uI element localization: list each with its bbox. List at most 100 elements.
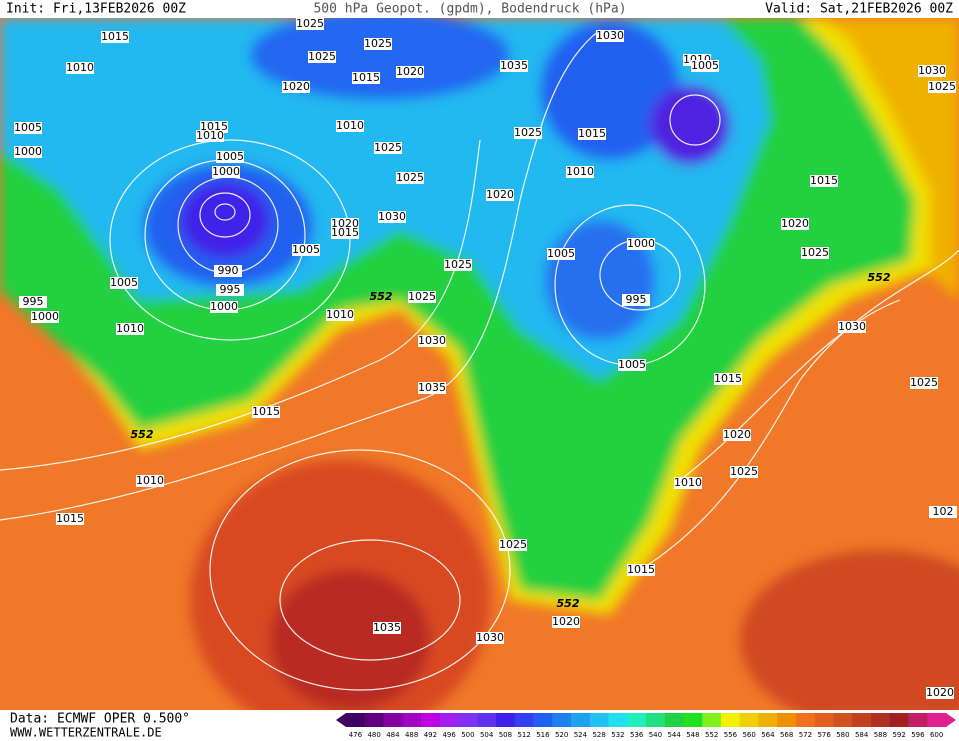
legend-swatch bbox=[364, 713, 384, 727]
isobar-label: 1025 bbox=[374, 141, 402, 154]
legend-label: 600 bbox=[930, 731, 943, 739]
isobar-label-box bbox=[627, 238, 655, 250]
isobar-label-box bbox=[214, 265, 242, 277]
legend-label: 580 bbox=[836, 731, 849, 739]
isobar-label-box bbox=[910, 377, 938, 389]
legend-label: 576 bbox=[817, 731, 831, 739]
isobar-label: 1015 bbox=[331, 226, 359, 239]
legend-label: 508 bbox=[499, 731, 512, 739]
legend-label: 592 bbox=[892, 731, 905, 739]
isobar-label-box bbox=[928, 81, 956, 93]
isobar-label: 1020 bbox=[331, 217, 359, 230]
isobar-label: 995 bbox=[220, 283, 241, 296]
isobar-label: 995 bbox=[23, 295, 44, 308]
legend-label: 528 bbox=[592, 731, 605, 739]
legend-label: 492 bbox=[424, 731, 437, 739]
legend-label: 544 bbox=[667, 731, 681, 739]
isobar-label-box bbox=[308, 51, 336, 63]
site: WWW.WETTERZENTRALE.DE bbox=[10, 726, 162, 740]
isobar-label-box bbox=[210, 301, 238, 313]
isobar-label: 1005 bbox=[14, 121, 42, 134]
isobar-label-box bbox=[101, 31, 129, 43]
map-fill bbox=[0, 18, 959, 710]
isobar-label-box bbox=[31, 311, 59, 323]
legend-swatch bbox=[814, 713, 834, 727]
isobar-label-box bbox=[408, 291, 436, 303]
legend-swatch bbox=[608, 713, 628, 727]
isobar-label: 1010 bbox=[336, 119, 364, 132]
legend-swatch bbox=[796, 713, 816, 727]
legend-swatch bbox=[683, 713, 703, 727]
isobar-label-box bbox=[929, 506, 957, 518]
isobar-label-box bbox=[566, 166, 594, 178]
isobar-label: 1010 bbox=[196, 129, 224, 142]
isobar-label-box bbox=[552, 616, 580, 628]
isobar-label: 1025 bbox=[928, 80, 956, 93]
isobar-label-box bbox=[547, 248, 575, 260]
legend-arrow-right bbox=[946, 713, 956, 727]
map-title: 500 hPa Geopot. (gpdm), Bodendruck (hPa) bbox=[313, 2, 626, 17]
legend-swatch bbox=[346, 713, 366, 727]
height-contour-label: 552 bbox=[557, 597, 580, 610]
isobar-label-box bbox=[110, 277, 138, 289]
isobar-label: 1015 bbox=[200, 120, 228, 133]
isobar-label: 1020 bbox=[781, 217, 809, 230]
legend-swatch bbox=[739, 713, 759, 727]
legend-swatch bbox=[552, 713, 572, 727]
legend-label: 568 bbox=[780, 731, 793, 739]
isobar-label: 1035 bbox=[373, 621, 401, 634]
legend-swatch bbox=[533, 713, 553, 727]
legend-swatch bbox=[777, 713, 797, 727]
isobar-label: 1015 bbox=[714, 372, 742, 385]
isobar-label-box bbox=[926, 687, 954, 699]
legend-swatch bbox=[402, 713, 422, 727]
isobar-label: 1020 bbox=[486, 188, 514, 201]
legend-swatch bbox=[458, 713, 478, 727]
legend-label: 584 bbox=[855, 731, 869, 739]
isobar-label-box bbox=[714, 373, 742, 385]
isobar-label-box bbox=[918, 65, 946, 77]
valid-time: Valid: Sat,21FEB2026 00Z bbox=[765, 2, 953, 17]
isobar-label-box bbox=[374, 142, 402, 154]
isobar-label-box bbox=[14, 146, 42, 158]
legend-swatch bbox=[664, 713, 684, 727]
legend-swatch bbox=[721, 713, 741, 727]
isobar-label: 1030 bbox=[918, 64, 946, 77]
legend-arrow-left bbox=[336, 713, 346, 727]
isobar-label-box bbox=[331, 227, 359, 239]
isobar-label-box bbox=[196, 130, 224, 142]
isobar-label: 1005 bbox=[292, 243, 320, 256]
isobar-label: 1000 bbox=[627, 237, 655, 250]
isobar-label-box bbox=[444, 259, 472, 271]
isobar-label-box bbox=[292, 244, 320, 256]
isobar-label: 1025 bbox=[308, 50, 336, 63]
legend-label: 556 bbox=[724, 731, 738, 739]
isobar-label: 990 bbox=[218, 264, 239, 277]
height-contour-label: 552 bbox=[370, 290, 393, 303]
isobar-label-box bbox=[596, 30, 624, 42]
isobar-label-box bbox=[674, 477, 702, 489]
legend-swatch bbox=[571, 713, 591, 727]
isobar-label-box bbox=[116, 323, 144, 335]
isobar-label-box bbox=[282, 81, 310, 93]
isobar-label: 1010 bbox=[326, 308, 354, 321]
isobar-label: 1015 bbox=[101, 30, 129, 43]
isobar-label: 1025 bbox=[444, 258, 472, 271]
isobar-label-box bbox=[618, 359, 646, 371]
isobar-label: 1025 bbox=[801, 246, 829, 259]
legend-label: 564 bbox=[761, 731, 775, 739]
isobar-label-box bbox=[14, 122, 42, 134]
legend-label: 484 bbox=[386, 731, 400, 739]
legend-label: 488 bbox=[405, 731, 418, 739]
isobar-label-box bbox=[691, 60, 719, 72]
isobar-label-box bbox=[66, 62, 94, 74]
isobar-label: 1005 bbox=[110, 276, 138, 289]
isobars bbox=[0, 29, 959, 691]
legend-label: 596 bbox=[911, 731, 925, 739]
isobar-label: 1015 bbox=[627, 563, 655, 576]
isobar-label-box bbox=[352, 72, 380, 84]
isobar-label: 1015 bbox=[578, 127, 606, 140]
isobar-label: 1020 bbox=[396, 65, 424, 78]
data-source: Data: ECMWF OPER 0.500° bbox=[10, 712, 190, 727]
